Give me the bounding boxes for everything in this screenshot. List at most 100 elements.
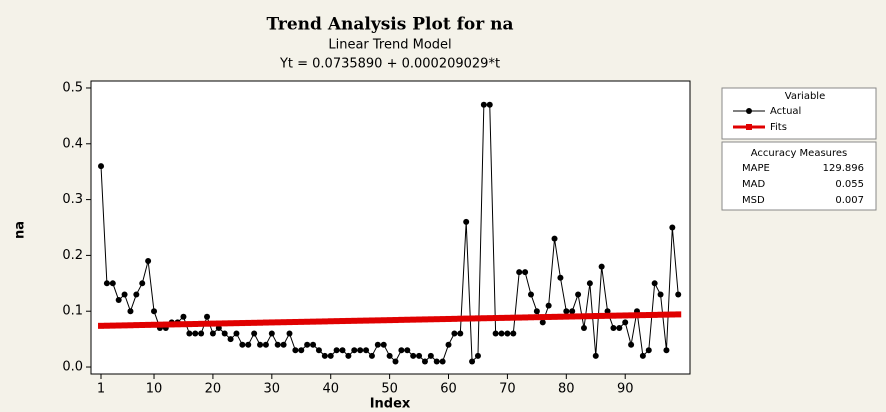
legend-marker bbox=[746, 108, 752, 114]
x-tick-label: 1 bbox=[97, 382, 105, 397]
accuracy-box bbox=[721, 141, 877, 211]
fit-point bbox=[563, 313, 570, 320]
fit-point bbox=[274, 319, 281, 326]
actual-point bbox=[321, 352, 328, 359]
measure-value: 0.055 bbox=[835, 179, 864, 190]
fit-point bbox=[575, 313, 582, 320]
fit-point bbox=[522, 314, 529, 321]
fit-point bbox=[345, 317, 352, 324]
actual-point bbox=[151, 308, 158, 315]
actual-point bbox=[663, 347, 670, 354]
fit-point bbox=[551, 313, 558, 320]
fit-point bbox=[510, 314, 517, 321]
x-tick-label: 10 bbox=[146, 382, 163, 397]
fit-point bbox=[186, 321, 193, 328]
actual-point bbox=[533, 308, 540, 315]
fit-point bbox=[463, 315, 470, 322]
y-tick-label: 0.1 bbox=[62, 304, 83, 319]
actual-point bbox=[616, 324, 623, 331]
fit-point bbox=[598, 312, 605, 319]
fit-point bbox=[339, 318, 346, 325]
actual-point bbox=[645, 347, 652, 354]
legend-label: Actual bbox=[770, 106, 801, 117]
actual-point bbox=[363, 347, 370, 354]
measure-name: MSD bbox=[742, 195, 765, 206]
actual-point bbox=[404, 347, 411, 354]
actual-point bbox=[245, 341, 252, 348]
actual-point bbox=[622, 319, 629, 326]
actual-point bbox=[639, 352, 646, 359]
actual-point bbox=[98, 163, 105, 170]
fit-point bbox=[486, 315, 493, 322]
actual-point bbox=[286, 330, 293, 337]
fit-point bbox=[374, 317, 381, 324]
fit-point bbox=[469, 315, 476, 322]
fit-point bbox=[121, 322, 128, 329]
fit-point bbox=[298, 318, 305, 325]
fit-point bbox=[180, 321, 187, 328]
chart-subtitle: Linear Trend Model bbox=[328, 38, 451, 53]
fit-point bbox=[398, 316, 405, 323]
actual-point bbox=[575, 291, 582, 298]
fit-point bbox=[239, 320, 246, 327]
fit-point bbox=[357, 317, 364, 324]
fit-point bbox=[139, 321, 146, 328]
fit-point bbox=[457, 315, 464, 322]
actual-point bbox=[421, 358, 428, 365]
fit-point bbox=[168, 321, 175, 328]
fit-point bbox=[663, 311, 670, 318]
fit-point bbox=[604, 312, 611, 319]
actual-point bbox=[539, 319, 546, 326]
fit-point bbox=[580, 313, 587, 320]
actual-point bbox=[427, 352, 434, 359]
actual-point bbox=[410, 352, 417, 359]
fit-point bbox=[380, 317, 387, 324]
x-tick-label: 90 bbox=[617, 382, 634, 397]
actual-point bbox=[198, 330, 205, 337]
actual-point bbox=[280, 341, 287, 348]
fit-point bbox=[333, 318, 340, 325]
y-tick-label: 0.3 bbox=[62, 192, 83, 207]
fit-point bbox=[557, 313, 564, 320]
actual-point bbox=[563, 308, 570, 315]
fit-point bbox=[109, 322, 116, 329]
actual-point bbox=[492, 330, 499, 337]
actual-point bbox=[127, 308, 134, 315]
actual-point bbox=[109, 280, 116, 287]
actual-point bbox=[292, 347, 299, 354]
legend-marker bbox=[746, 124, 752, 130]
actual-point bbox=[439, 358, 446, 365]
fit-point bbox=[622, 312, 629, 319]
actual-point bbox=[598, 263, 605, 270]
fit-point bbox=[351, 317, 358, 324]
fit-point bbox=[310, 318, 317, 325]
fit-point bbox=[628, 312, 635, 319]
actual-point bbox=[180, 313, 187, 320]
actual-point bbox=[298, 347, 305, 354]
actual-point bbox=[209, 330, 216, 337]
actual-point bbox=[433, 358, 440, 365]
actual-point bbox=[239, 341, 246, 348]
x-tick-label: 40 bbox=[322, 382, 339, 397]
actual-point bbox=[445, 341, 452, 348]
fit-point bbox=[498, 314, 505, 321]
actual-point bbox=[569, 308, 576, 315]
fit-point bbox=[527, 314, 534, 321]
actual-point bbox=[651, 280, 658, 287]
fit-point bbox=[245, 319, 252, 326]
fit-point bbox=[145, 321, 152, 328]
actual-point bbox=[227, 336, 234, 343]
actual-point bbox=[657, 291, 664, 298]
actual-point bbox=[516, 269, 523, 276]
actual-point bbox=[398, 347, 405, 354]
x-tick-label: 60 bbox=[440, 382, 457, 397]
actual-point bbox=[451, 330, 458, 337]
actual-point bbox=[457, 330, 464, 337]
actual-point bbox=[345, 352, 352, 359]
fit-point bbox=[368, 317, 375, 324]
actual-point bbox=[480, 101, 487, 108]
actual-point bbox=[333, 347, 340, 354]
actual-point bbox=[374, 341, 381, 348]
y-tick-label: 0.4 bbox=[62, 136, 83, 151]
